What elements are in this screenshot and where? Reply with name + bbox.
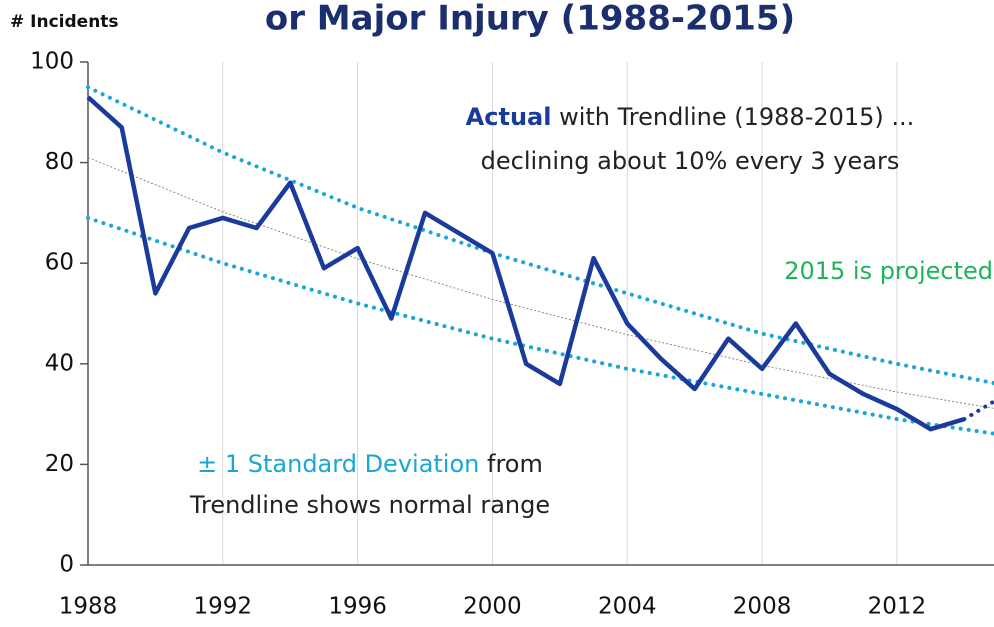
x-tick-label: 1992 xyxy=(194,594,253,620)
y-tick-label: 20 xyxy=(45,451,74,477)
y-tick-label: 0 xyxy=(59,552,74,578)
x-tick-label: 2008 xyxy=(733,594,792,620)
y-tick-label: 100 xyxy=(30,49,74,75)
annotation: declining about 10% every 3 years xyxy=(481,147,900,175)
chart-title: or Major Injury (1988-2015) xyxy=(265,0,795,39)
series-line xyxy=(86,95,965,432)
annotation-part: declining about 10% every 3 years xyxy=(481,147,900,175)
x-tick-label: 2012 xyxy=(868,594,927,620)
annotation: Actual with Trendline (1988-2015) ... xyxy=(466,103,915,131)
annotation: 2015 is projected xyxy=(784,257,993,285)
annotation-part: ± 1 Standard Deviation xyxy=(197,450,479,478)
y-tick-label: 80 xyxy=(45,149,74,175)
x-tick-label: 2000 xyxy=(463,594,522,620)
series-line xyxy=(86,85,994,386)
series-line xyxy=(87,157,994,409)
y-tick-label: 40 xyxy=(45,350,74,376)
annotation: Trendline shows normal range xyxy=(189,491,550,519)
annotation-part: with Trendline (1988-2015) ... xyxy=(551,103,914,131)
series-line xyxy=(86,215,994,436)
annotation: ± 1 Standard Deviation from xyxy=(197,450,543,478)
x-tick-label: 2004 xyxy=(598,594,657,620)
annotation-part: from xyxy=(479,450,542,478)
annotation-part: Actual xyxy=(466,103,552,131)
series-line xyxy=(962,399,994,422)
y-axis-label: # Incidents xyxy=(10,12,119,32)
x-tick-label: 1988 xyxy=(59,594,118,620)
annotation-part: Trendline shows normal range xyxy=(189,491,550,519)
y-tick-label: 60 xyxy=(45,250,74,276)
annotation-part: 2015 is projected xyxy=(784,257,993,285)
x-tick-label: 1996 xyxy=(328,594,387,620)
